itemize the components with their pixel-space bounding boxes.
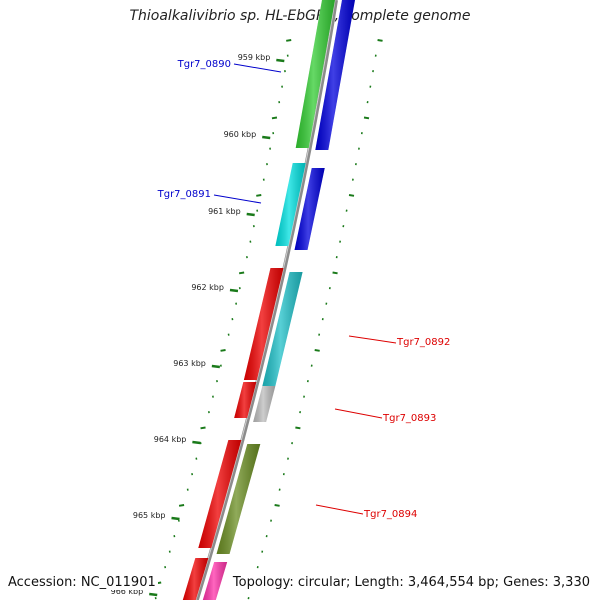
gene-label: Tgr7_0893 bbox=[382, 413, 436, 424]
kbp-tick bbox=[171, 516, 180, 521]
gene-feature-shade bbox=[216, 444, 261, 554]
gene-label: Tgr7_0891 bbox=[157, 189, 211, 200]
kbp-scale: 959 kbp 960 kbp 961 kbp 962 kbp 963 kbp 964 k… bbox=[111, 53, 285, 597]
right-tick bbox=[363, 116, 370, 120]
kbp-label: 961 kbp bbox=[208, 207, 241, 216]
left-tick-track bbox=[154, 39, 292, 600]
left-tick bbox=[271, 116, 278, 120]
gene-leader-line bbox=[348, 335, 397, 344]
gene-feature-shade bbox=[198, 440, 242, 548]
genome-summary: Topology: circular; Length: 3,464,554 bp… bbox=[230, 575, 592, 590]
right-tick bbox=[314, 349, 320, 352]
gene-labels: Tgr7_0890 Tgr7_0891 Tgr7_0892 Tgr7_0893 Tgr7… bbox=[157, 59, 451, 520]
gene-feature-shade bbox=[253, 386, 276, 422]
gene-leader-line bbox=[213, 194, 262, 204]
gene-feature-shade bbox=[202, 562, 228, 600]
kbp-label: 963 kbp bbox=[173, 359, 206, 368]
left-tick bbox=[256, 194, 262, 197]
right-tick bbox=[332, 271, 338, 275]
kbp-tick bbox=[211, 364, 221, 369]
left-tick bbox=[178, 504, 185, 507]
gene-feature-shade bbox=[295, 0, 335, 148]
backbone-line bbox=[194, 0, 338, 600]
gene-feature-shade bbox=[275, 163, 306, 246]
genome-backbone bbox=[194, 0, 338, 600]
gene-features bbox=[182, 0, 355, 600]
kbp-tick bbox=[149, 592, 158, 597]
left-tick bbox=[238, 271, 245, 275]
kbp-tick bbox=[192, 440, 201, 445]
accession-label: Accession: NC_011901 bbox=[6, 575, 158, 590]
gene-feature-shade bbox=[243, 268, 284, 380]
kbp-tick bbox=[276, 58, 285, 63]
kbp-tick bbox=[262, 135, 271, 140]
kbp-label: 965 kbp bbox=[133, 511, 166, 520]
gene-feature-shade bbox=[315, 0, 355, 150]
left-tick bbox=[220, 349, 226, 352]
gene-leader-line bbox=[233, 63, 282, 73]
right-tick bbox=[274, 504, 280, 507]
kbp-label: 962 kbp bbox=[191, 283, 224, 292]
gene-feature-shade bbox=[262, 272, 303, 386]
gene-leader-line bbox=[315, 504, 364, 515]
gene-label: Tgr7_0892 bbox=[396, 337, 450, 348]
backbone-highlight bbox=[195, 0, 336, 600]
gene-feature-shade bbox=[182, 558, 209, 600]
gene-label: Tgr7_0890 bbox=[177, 59, 231, 70]
gene-feature-shade bbox=[234, 382, 257, 418]
left-tick bbox=[286, 39, 292, 42]
map-title: Thioalkalivibrio sp. HL-EbGR7, complete … bbox=[129, 8, 471, 24]
kbp-label: 966 kbp bbox=[111, 587, 144, 596]
right-tick bbox=[377, 39, 383, 42]
kbp-tick bbox=[246, 212, 255, 217]
kbp-label: 964 kbp bbox=[154, 435, 187, 444]
gene-leader-line bbox=[334, 408, 383, 419]
kbp-tick bbox=[229, 288, 239, 293]
right-tick bbox=[295, 426, 301, 430]
kbp-label: 960 kbp bbox=[224, 130, 257, 139]
left-tick bbox=[200, 426, 206, 430]
kbp-label: 959 kbp bbox=[238, 53, 271, 62]
gene-feature-shade bbox=[294, 168, 325, 250]
gene-label: Tgr7_0894 bbox=[363, 509, 417, 520]
right-tick bbox=[348, 194, 355, 197]
